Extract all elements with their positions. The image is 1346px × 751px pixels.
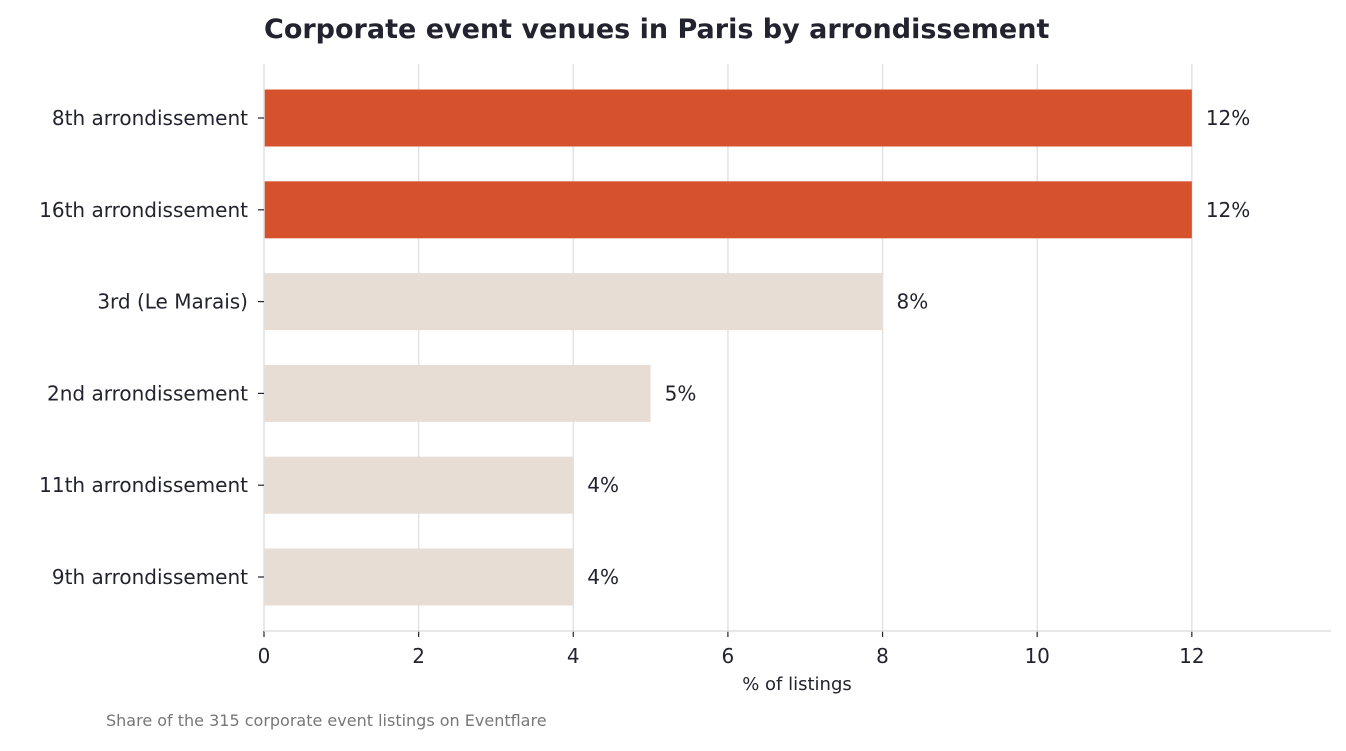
bar-1 [264, 89, 1192, 147]
chart-title: Corporate event venues in Paris by arron… [264, 14, 1049, 45]
bar-6 [264, 548, 574, 606]
value-label: 12% [1206, 106, 1250, 130]
category-label: 11th arrondissement [39, 473, 248, 497]
x-tick-label: 8 [876, 644, 889, 668]
x-axis-title: % of listings [742, 674, 852, 695]
bar-5 [264, 456, 574, 514]
value-label: 4% [587, 473, 619, 497]
x-tick-label: 10 [1024, 644, 1049, 668]
axes [258, 64, 1331, 637]
bar-4 [264, 364, 651, 422]
bars [264, 89, 1192, 606]
category-label: 9th arrondissement [52, 565, 248, 589]
value-label: 4% [587, 565, 619, 589]
x-tick-label: 6 [722, 644, 735, 668]
x-tick-label: 4 [567, 644, 580, 668]
gridlines [417, 64, 1193, 631]
value-label: 5% [665, 381, 697, 405]
x-tick-label: 0 [258, 644, 271, 668]
value-label: 12% [1206, 198, 1250, 222]
value-label: 8% [897, 290, 929, 314]
category-label: 16th arrondissement [39, 198, 248, 222]
category-label: 2nd arrondissement [47, 381, 248, 405]
x-tick-label: 12 [1179, 644, 1204, 668]
bar-3 [264, 273, 883, 331]
x-tick-label: 2 [412, 644, 425, 668]
category-label: 3rd (Le Marais) [97, 290, 248, 314]
footnote: Share of the 315 corporate event listing… [106, 711, 547, 730]
bar-2 [264, 181, 1192, 239]
category-label: 8th arrondissement [52, 106, 248, 130]
labels: 0 2 4 6 8 10 12 8th arrondissement 12% 16th arron… [39, 106, 1250, 668]
